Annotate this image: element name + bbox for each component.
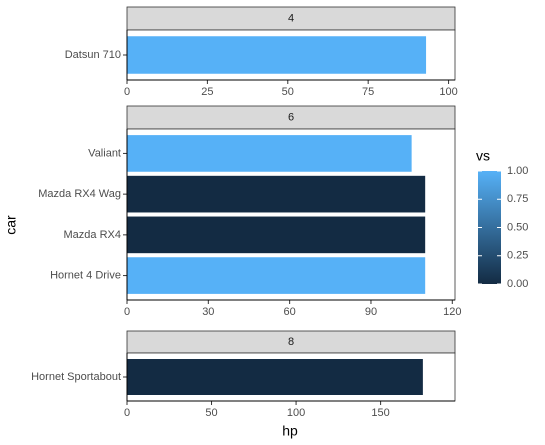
- bar: [127, 216, 426, 254]
- y-tick-label: Valiant: [88, 147, 121, 159]
- x-tick-label: 75: [362, 86, 374, 98]
- y-tick-label: Mazda RX4 Wag: [38, 188, 121, 200]
- colorbar: [478, 171, 501, 284]
- x-tick-label: 100: [287, 407, 305, 419]
- legend-title: vs: [476, 148, 490, 164]
- x-axis-title: hp: [282, 423, 298, 439]
- x-tick-label: 0: [124, 407, 130, 419]
- x-tick-label: 30: [202, 306, 214, 318]
- x-tick-label: 100: [439, 86, 457, 98]
- colorbar-label: 1.00: [507, 165, 528, 177]
- x-tick-label: 50: [282, 86, 294, 98]
- colorbar-label: 0.25: [507, 250, 528, 262]
- x-tick-label: 120: [443, 306, 461, 318]
- x-tick-label: 50: [205, 407, 217, 419]
- bar: [127, 175, 426, 213]
- colorbar-label: 0.00: [507, 278, 528, 290]
- y-axis-title: car: [3, 215, 19, 235]
- facet-title: 8: [288, 336, 294, 348]
- facet-title: 4: [288, 12, 294, 24]
- colorbar-label: 0.75: [507, 193, 528, 205]
- x-tick-label: 0: [124, 86, 130, 98]
- bar: [127, 36, 427, 74]
- y-tick-label: Mazda RX4: [64, 229, 121, 241]
- y-tick-label: Hornet Sportabout: [31, 371, 121, 383]
- x-tick-label: 60: [284, 306, 296, 318]
- bar: [127, 257, 426, 294]
- y-tick-label: Datsun 710: [65, 49, 121, 61]
- colorbar-label: 0.50: [507, 221, 528, 233]
- x-tick-label: 0: [124, 306, 130, 318]
- bar: [127, 135, 412, 172]
- x-tick-label: 90: [365, 306, 377, 318]
- facet-title: 6: [288, 111, 294, 123]
- y-tick-label: Hornet 4 Drive: [50, 269, 121, 281]
- x-tick-label: 150: [371, 407, 389, 419]
- bar: [127, 359, 423, 395]
- x-tick-label: 25: [201, 86, 213, 98]
